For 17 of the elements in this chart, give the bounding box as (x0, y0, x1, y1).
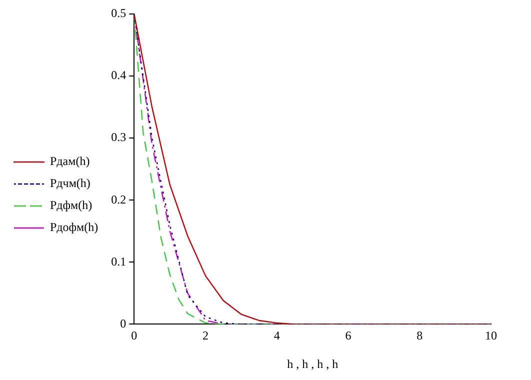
x-tick-label: 8 (416, 328, 423, 343)
y-tick-label: 0.3 (111, 130, 126, 144)
x-tick-label: 2 (202, 328, 209, 343)
legend-label: Pдчм(h) (50, 176, 90, 190)
y-tick-label: 0.4 (111, 68, 126, 82)
y-tick-label: 0 (120, 316, 126, 330)
x-axis-title: h , h , h , h (287, 356, 338, 371)
x-tick-label: 6 (345, 328, 352, 343)
x-tick-label: 4 (274, 328, 280, 343)
y-tick-label: 0.5 (111, 6, 126, 20)
legend-label: Pдам(h) (50, 154, 90, 168)
x-tick-label: 0 (131, 328, 138, 343)
y-tick-label: 0.2 (111, 192, 126, 206)
legend-label: Pдфм(h) (50, 198, 92, 212)
x-tick-label: 10 (485, 328, 497, 343)
legend-label: Pдофм(h) (50, 220, 98, 234)
y-tick-label: 0.1 (111, 254, 126, 268)
